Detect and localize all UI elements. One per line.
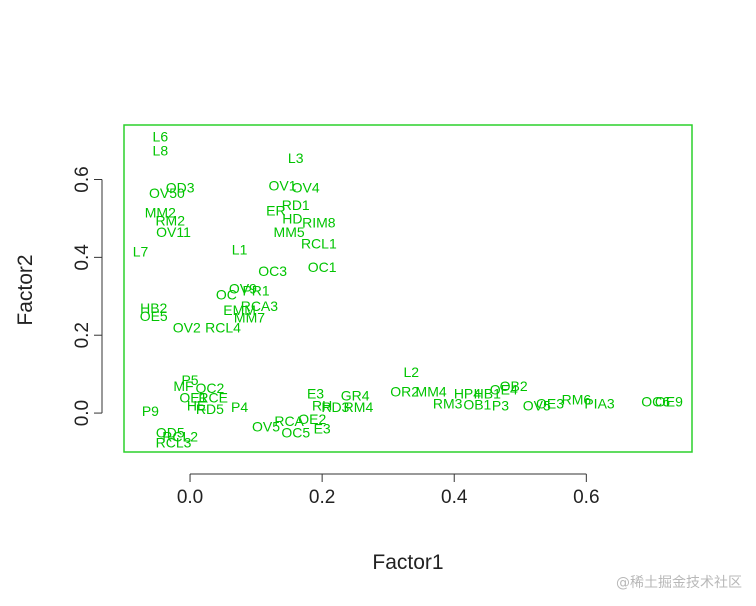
data-point-label: OE3: [536, 395, 564, 411]
data-point-label: OV5: [252, 419, 280, 435]
data-point-label: E3: [314, 421, 331, 437]
data-point-label: OV11: [156, 224, 191, 240]
x-axis-label: Factor1: [372, 551, 443, 574]
y-axis-label: Factor2: [14, 254, 37, 325]
data-point-label: OE9: [655, 393, 683, 409]
data-point-label: OB2: [500, 378, 528, 394]
data-point-label: RCL1: [301, 236, 337, 252]
plot-frame: [123, 124, 693, 453]
data-point-label: RCE: [198, 390, 228, 406]
data-point-label: OD5: [156, 425, 185, 441]
x-tick-label: 0.6: [573, 487, 599, 508]
data-point-label: MM5: [274, 224, 305, 240]
y-tick-label: 0.2: [72, 322, 93, 348]
data-point-label: OE2: [298, 411, 326, 427]
data-point-label: ER: [266, 203, 285, 219]
data-point-label: OE5: [140, 308, 168, 324]
data-point-label: RCL4: [205, 319, 241, 335]
data-point-label: PR1: [242, 282, 269, 298]
data-point-label: OC5: [281, 425, 310, 441]
data-point-label: RCA3: [241, 298, 279, 314]
data-point-label: PIA3: [584, 395, 615, 411]
data-point-label: L7: [133, 244, 149, 260]
data-point-label: OD3: [166, 179, 195, 195]
data-point-label: RD3: [321, 399, 349, 415]
data-point-label: OR2: [390, 384, 419, 400]
data-point-label: HB2: [140, 300, 167, 316]
watermark: @稀土掘金技术社区: [616, 575, 742, 591]
data-point-label: RM2: [155, 212, 185, 228]
data-point-label: OC6: [641, 393, 670, 409]
data-point-label: RCL3: [156, 434, 192, 450]
data-point-label: RM4: [344, 399, 374, 415]
data-point-label: RD5: [196, 401, 224, 417]
y-tick-label: 0.0: [72, 400, 93, 426]
y-tick-label: 0.6: [72, 166, 93, 192]
data-point-label: RM3: [433, 395, 463, 411]
data-point-label: OC: [216, 286, 237, 302]
data-point-label: MF: [173, 378, 193, 394]
data-point-label: HB1: [474, 386, 501, 402]
data-point-label: MM2: [145, 205, 176, 221]
data-point-label: MM4: [416, 384, 447, 400]
data-point-label: L8: [153, 142, 169, 158]
data-point-label: EMM: [223, 302, 256, 318]
x-tick-label: 0.0: [177, 487, 203, 508]
y-axis: 0.0 0.2 0.4 0.6: [72, 166, 103, 426]
data-point-label: OV1: [269, 177, 297, 193]
data-point-label: RIM8: [302, 214, 336, 230]
data-point-label: HP4: [454, 386, 481, 402]
data-point-label: RCL2: [162, 428, 198, 444]
data-point-label: RM6: [562, 391, 592, 407]
data-point-label: OE1: [179, 390, 207, 406]
data-point-label: GR4: [341, 388, 370, 404]
x-tick-label: 0.4: [441, 487, 468, 508]
data-point-label: OE4: [490, 382, 518, 398]
data-point-label: MM7: [234, 310, 265, 326]
data-point-label: OC3: [258, 263, 287, 279]
data-point-label: OB1: [463, 397, 491, 413]
data-point-label: P5: [181, 372, 198, 388]
data-point-label: OV50: [149, 185, 185, 201]
data-point-label: P3: [492, 397, 509, 413]
data-point-label: L3: [288, 150, 304, 166]
data-point-label: OC2: [195, 380, 224, 396]
data-point-label: RCA: [274, 413, 304, 429]
data-point-label: RD1: [282, 197, 310, 213]
data-point-label: P4: [231, 399, 248, 415]
data-point-label: OC1: [308, 259, 337, 275]
data-point-label: OV9: [229, 281, 257, 297]
x-axis: 0.0 0.2 0.4 0.6: [177, 473, 600, 508]
data-point-label: RH: [312, 397, 332, 413]
data-point-label: P9: [142, 403, 159, 419]
data-point-label: L6: [153, 129, 169, 145]
y-tick-label: 0.4: [72, 244, 93, 271]
data-point-label: L2: [404, 364, 420, 380]
x-tick-label: 0.2: [309, 487, 335, 508]
data-point-label: OV5: [523, 397, 551, 413]
data-point-label: OV4: [292, 179, 320, 195]
data-point-label: L1: [232, 242, 248, 258]
data-point-label: E3: [307, 386, 324, 402]
data-point-label: HD: [282, 210, 302, 226]
data-point-label: OV2: [173, 319, 201, 335]
data-point-label: HE: [187, 397, 206, 413]
